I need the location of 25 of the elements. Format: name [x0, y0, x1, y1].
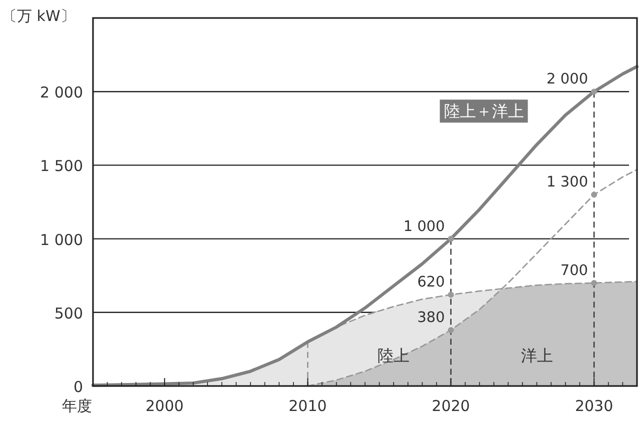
- y-tick-label: 2 000: [40, 84, 83, 102]
- point: [448, 327, 454, 334]
- series-label: 陸上＋洋上: [444, 102, 524, 121]
- data-label: 380: [417, 310, 445, 326]
- x-tick-label: 2020: [432, 397, 470, 415]
- data-label: 1 300: [546, 174, 588, 191]
- y-tick-label: 1 500: [40, 157, 83, 176]
- series-label: 陸上: [378, 346, 410, 365]
- x-tick-label: 2010: [288, 397, 327, 415]
- data-label: 620: [417, 274, 445, 291]
- line-series: [91, 64, 639, 387]
- point: [591, 88, 598, 95]
- data-label: 2 000: [546, 72, 588, 88]
- x-tick-label: 2030: [574, 397, 614, 415]
- point: [448, 236, 454, 242]
- y-axis-title: 〔万 kW〕: [2, 7, 76, 25]
- y-tick-label: 500: [54, 304, 83, 322]
- x-tick-label: 2000: [145, 397, 184, 415]
- point: [591, 192, 598, 198]
- series-label: 洋上: [520, 346, 553, 365]
- data-label: 1 000: [403, 218, 445, 235]
- x-axis-title: 年度: [62, 397, 92, 415]
- data-label: 700: [560, 262, 588, 279]
- y-tick-label: 0: [73, 378, 83, 396]
- y-tick-label: 1 000: [40, 230, 83, 249]
